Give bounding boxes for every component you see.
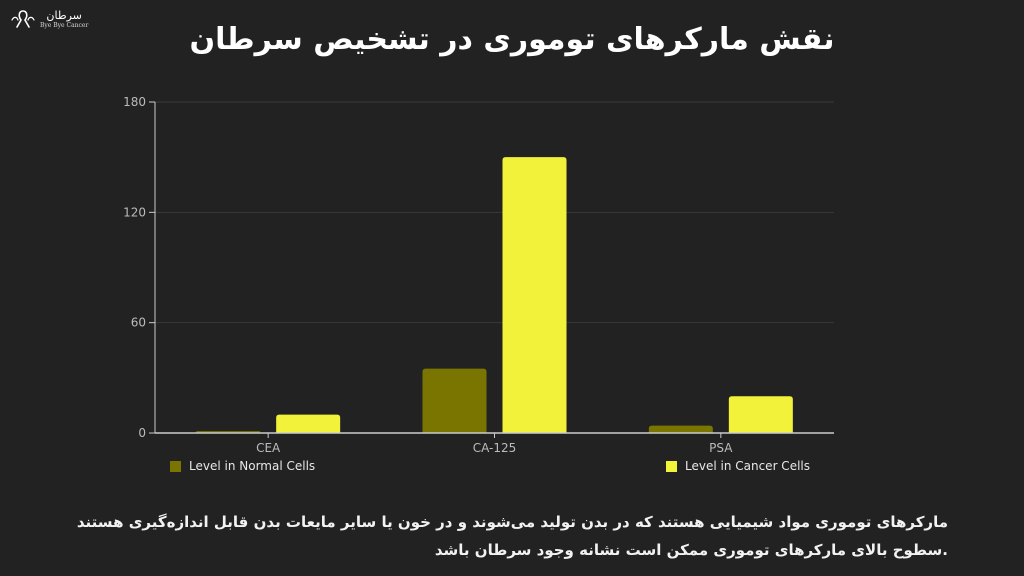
x-tick-label: CEA (256, 441, 281, 455)
bar-normal-psa (648, 425, 713, 433)
legend-swatch-cancer (666, 460, 677, 472)
y-tick-label: 180 (123, 95, 146, 109)
bar-cancer-ca-125 (502, 157, 567, 433)
bar-cancer-psa (728, 396, 793, 433)
legend-item-normal: Level in Normal Cells (170, 459, 315, 473)
x-tick-label: PSA (709, 441, 733, 455)
logo-name-fa: سرطان (46, 8, 82, 22)
logo-name-en: Bye Bye Cancer (40, 21, 89, 29)
axes (149, 101, 834, 438)
tick-labels: 0 60 120 180 CEA CA-125 PSA (123, 95, 733, 455)
caption-line-1: مارکرهای توموری مواد شیمیایی هستند که در… (76, 513, 948, 531)
y-tick-label: 60 (131, 316, 146, 330)
ribbon-hands-icon (11, 10, 35, 28)
legend-label-cancer: Level in Cancer Cells (685, 459, 810, 473)
logo-text: سرطان Bye Bye Cancer (40, 10, 88, 29)
bar-chart: 0 60 120 180 CEA CA-125 PSA (123, 95, 834, 455)
bar-cancer-cea (276, 414, 341, 433)
grid-lines (155, 101, 834, 324)
legend-label-normal: Level in Normal Cells (189, 459, 316, 473)
x-tick-label: CA-125 (473, 441, 517, 455)
page-title: نقش مارکرهای توموری در تشخیص سرطان (189, 22, 835, 57)
legend-item-cancer: Level in Cancer Cells (666, 459, 810, 473)
caption: مارکرهای توموری مواد شیمیایی هستند که در… (40, 508, 948, 564)
logo: سرطان Bye Bye Cancer (10, 8, 88, 30)
y-tick-label: 0 (138, 426, 146, 440)
caption-line-2: .سطوح بالای مارکرهای توموری ممکن است نشا… (434, 541, 948, 559)
bar-normal-ca-125 (422, 368, 487, 433)
y-tick-label: 120 (123, 205, 146, 219)
bars (196, 157, 793, 433)
legend-swatch-normal (170, 460, 181, 472)
